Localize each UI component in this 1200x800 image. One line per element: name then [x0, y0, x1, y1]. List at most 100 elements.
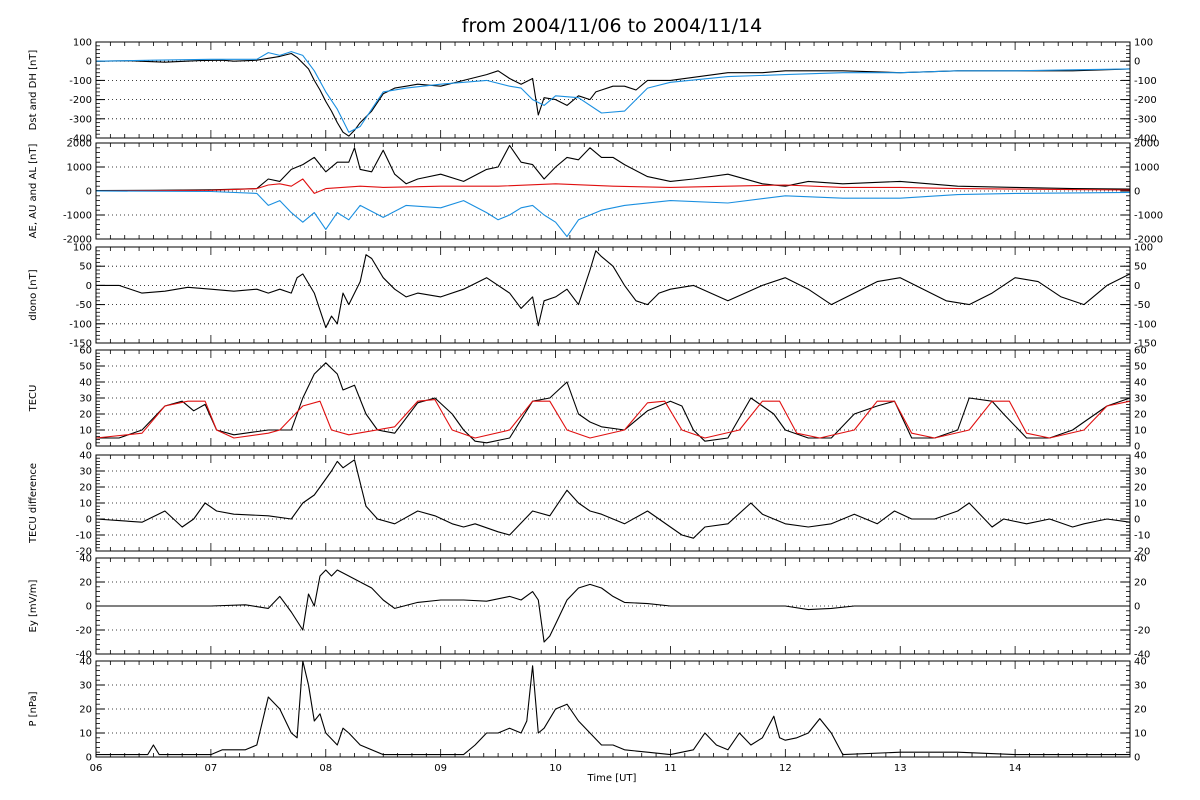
y-tick-label: 20 — [79, 410, 92, 421]
y-tick-label: 50 — [79, 262, 92, 273]
chart-title: from 2004/11/06 to 2004/11/14 — [462, 15, 762, 37]
y-tick-label: -1000 — [63, 211, 92, 222]
y-tick-label-right: 30 — [1134, 681, 1147, 692]
y-tick-label-right: 0 — [1134, 442, 1140, 453]
y-tick-label-right: 100 — [1134, 38, 1153, 49]
panel-frame — [95, 142, 1131, 240]
y-tick-label-right: 50 — [1134, 362, 1147, 373]
y-tick-label-right: -1000 — [1134, 211, 1163, 222]
y-tick-label-right: -50 — [1134, 300, 1150, 311]
series-line-1 — [96, 660, 1130, 756]
y-tick-label: 40 — [79, 451, 92, 462]
y-tick-label-right: 100 — [1134, 243, 1153, 254]
y-tick-label: -200 — [69, 95, 92, 106]
panel-5: -20 -20 -10 -10 0 0 10 10 20 20 30 30 40 40 TECU diffe… — [28, 451, 1150, 558]
y-tick-label-right: 40 — [1134, 657, 1147, 668]
y-tick-label-right: 30 — [1134, 467, 1147, 478]
y-tick-label: -2000 — [63, 235, 92, 246]
y-tick-label-right: -40 — [1134, 650, 1150, 661]
y-tick-label: 50 — [79, 362, 92, 373]
y-tick-label-right: -100 — [1134, 76, 1157, 87]
y-tick-label-right: 40 — [1134, 378, 1147, 389]
y-tick-label-right: 10 — [1134, 426, 1147, 437]
y-axis-label: TECU — [28, 385, 39, 413]
y-tick-label-right: 20 — [1134, 410, 1147, 421]
y-tick-label-right: 20 — [1134, 578, 1147, 589]
y-axis-label: TECU difference — [28, 463, 39, 544]
y-tick-label: -400 — [69, 134, 92, 145]
y-tick-label: 20 — [79, 705, 92, 716]
y-tick-label: 0 — [86, 187, 92, 198]
series-line-1 — [95, 459, 1131, 539]
y-tick-label-right: 0 — [1134, 602, 1140, 613]
y-tick-label-right: 0 — [1134, 187, 1140, 198]
y-tick-label: 60 — [79, 346, 92, 357]
panel-frame — [95, 349, 1131, 447]
y-axis-label: Dst and DH [nT] — [28, 50, 39, 131]
y-axis-label: P [nPa] — [28, 691, 39, 726]
y-tick-label: -10 — [76, 531, 92, 542]
series-line-1 — [95, 144, 1131, 192]
y-axis-label: Ey [mV/m] — [28, 579, 39, 632]
panel-2: -2000 -2000 -1000 -1000 0 0 1000 1000 2000 2000 AE… — [28, 139, 1163, 246]
panel-frame — [95, 557, 1131, 655]
panel-1: -400 -400 -300 -300 -200 -200 -100 -100 0 0 100 100… — [28, 38, 1157, 145]
y-tick-label: 100 — [73, 243, 92, 254]
y-tick-label-right: -20 — [1134, 547, 1150, 558]
series-line-1 — [96, 362, 1131, 444]
y-tick-label-right: 0 — [1134, 281, 1140, 292]
y-tick-label: -40 — [76, 650, 92, 661]
y-tick-label-right: 40 — [1134, 451, 1147, 462]
y-tick-label: 0 — [86, 602, 92, 613]
y-tick-label-right: 10 — [1134, 499, 1147, 510]
x-tick-label: 10 — [549, 763, 562, 774]
y-tick-label: 40 — [79, 378, 92, 389]
y-tick-label: 0 — [86, 281, 92, 292]
series-line-2 — [95, 399, 1131, 439]
x-tick-label: 08 — [319, 763, 332, 774]
series-line-2 — [95, 51, 1131, 133]
y-tick-label-right: 30 — [1134, 394, 1147, 405]
panel-frame — [95, 246, 1131, 344]
series-line-1 — [95, 52, 1131, 137]
y-tick-label: 30 — [79, 394, 92, 405]
y-tick-label: 30 — [79, 681, 92, 692]
y-tick-label-right: 1000 — [1134, 163, 1159, 174]
y-tick-label: -50 — [76, 300, 92, 311]
y-tick-label-right: 0 — [1134, 753, 1140, 764]
y-tick-label: 40 — [79, 657, 92, 668]
series-line-1 — [96, 250, 1131, 329]
panel-frame — [95, 454, 1131, 552]
y-tick-label: 20 — [79, 578, 92, 589]
panel-4: 0 0 10 10 20 20 30 30 40 40 50 50 60 60 TECU — [28, 346, 1147, 453]
y-tick-label-right: 60 — [1134, 346, 1147, 357]
y-tick-label: -150 — [69, 339, 92, 350]
series-line-1 — [96, 569, 1130, 643]
y-tick-label-right: -300 — [1134, 114, 1157, 125]
x-tick-label: 11 — [664, 763, 677, 774]
y-tick-label-right: 20 — [1134, 705, 1147, 716]
y-axis-label: AE, AU and AL [nT] — [28, 144, 39, 239]
y-tick-label-right: 40 — [1134, 554, 1147, 565]
series-line-2 — [95, 178, 1131, 194]
panel-7: 0 0 10 10 20 20 30 30 40 40 P [nPa] — [28, 657, 1147, 764]
series-line-3 — [95, 190, 1131, 238]
x-axis-label: Time [UT] — [587, 773, 637, 784]
y-tick-label: -20 — [76, 626, 92, 637]
y-tick-label: 20 — [79, 483, 92, 494]
y-tick-label-right: 20 — [1134, 483, 1147, 494]
y-tick-label: -20 — [76, 547, 92, 558]
x-tick-label: 12 — [779, 763, 792, 774]
y-tick-label-right: 50 — [1134, 262, 1147, 273]
y-tick-label-right: -200 — [1134, 95, 1157, 106]
x-tick-label: 06 — [90, 763, 103, 774]
y-tick-label: 0 — [86, 753, 92, 764]
y-tick-label: 10 — [79, 426, 92, 437]
y-tick-label-right: -150 — [1134, 339, 1157, 350]
y-tick-label: 0 — [86, 442, 92, 453]
y-tick-label: -100 — [69, 319, 92, 330]
y-tick-label: 30 — [79, 467, 92, 478]
y-tick-label: 10 — [79, 499, 92, 510]
panel-6: -40 -40 -20 -20 0 0 20 20 40 40 Ey [mV/m] — [28, 554, 1150, 661]
